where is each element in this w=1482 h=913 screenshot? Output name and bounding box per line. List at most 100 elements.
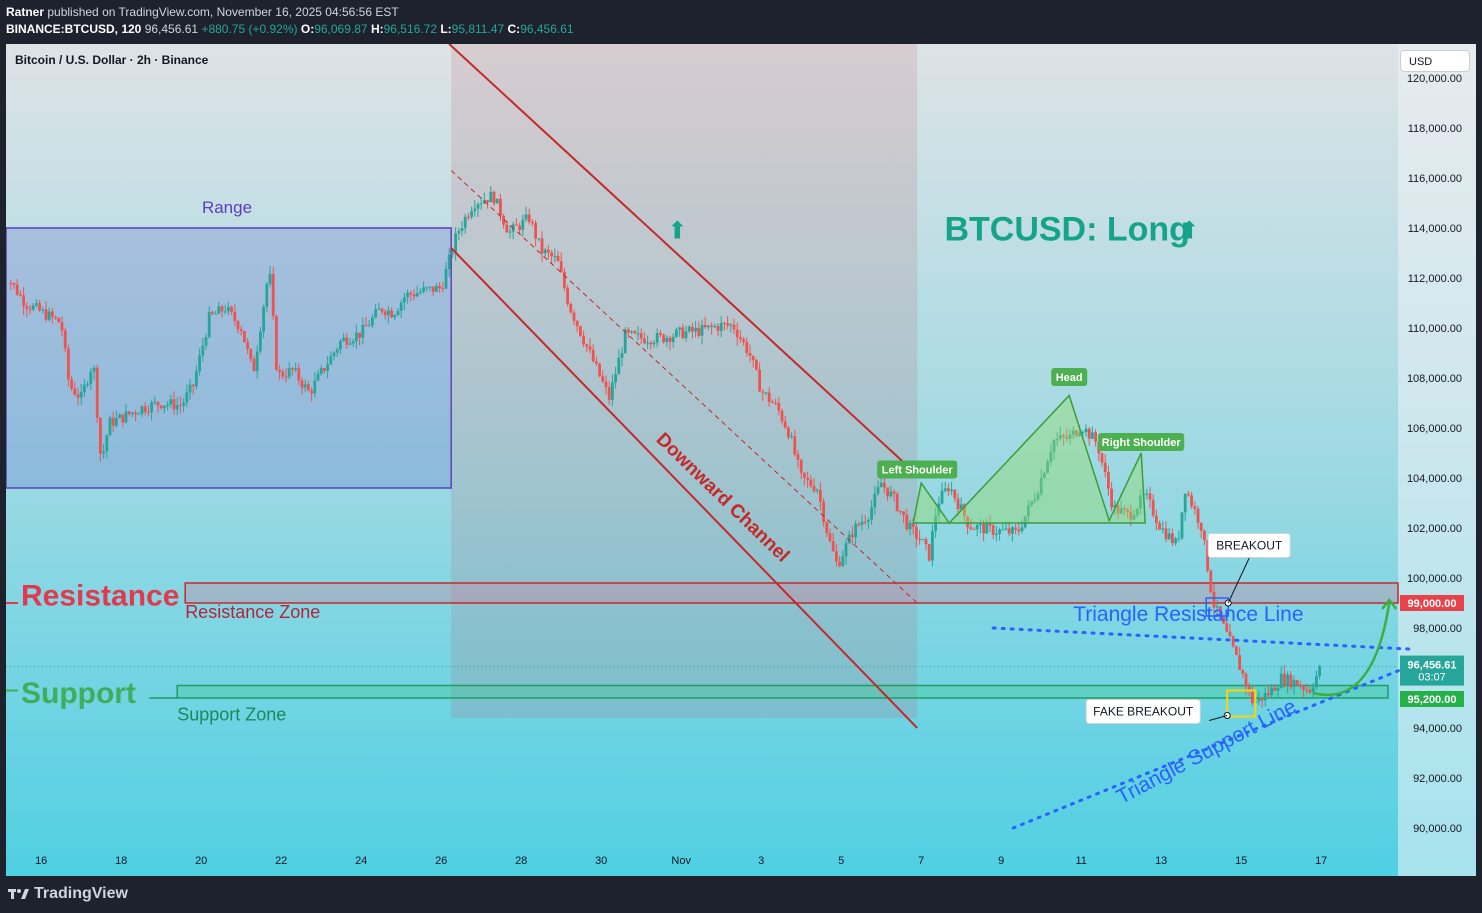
currency-button[interactable]: USD xyxy=(1400,50,1470,72)
candle-body xyxy=(51,311,54,317)
candle-body xyxy=(1139,495,1142,509)
candle-body xyxy=(351,341,355,344)
candle-body xyxy=(1049,451,1053,462)
candle-body xyxy=(742,339,745,342)
channel-lower-line xyxy=(450,247,918,729)
candle-body xyxy=(883,482,886,488)
candle-body xyxy=(1231,636,1235,647)
candle-body xyxy=(524,214,528,220)
candle-body xyxy=(796,454,800,460)
candle-body xyxy=(902,511,905,516)
candle-body xyxy=(1059,435,1062,439)
candle-body xyxy=(988,523,992,526)
fake-breakout-label-box xyxy=(1085,699,1201,724)
candle-body xyxy=(780,410,784,422)
candle-body xyxy=(739,337,742,340)
candle-body xyxy=(179,405,182,407)
candle-body xyxy=(207,311,211,338)
candle-body xyxy=(793,436,797,455)
x-tick-label: 22 xyxy=(275,855,287,867)
fake-breakout-label: FAKE BREAKOUT xyxy=(1093,705,1194,719)
candle-body xyxy=(447,254,451,269)
candle-body xyxy=(374,309,377,318)
candle-body xyxy=(899,510,902,512)
candle-body xyxy=(1187,493,1190,496)
y-tick-label: 108,000.00 xyxy=(1407,373,1462,385)
candle-body xyxy=(137,413,141,415)
candle-body xyxy=(604,381,608,388)
candle-body xyxy=(543,249,547,254)
x-tick-label: 30 xyxy=(595,855,607,867)
candle-body xyxy=(822,501,825,523)
fake-breakout-pointer xyxy=(1209,715,1228,721)
candle-body xyxy=(419,291,422,293)
candle-body xyxy=(931,531,934,561)
candle-body xyxy=(268,273,272,284)
x-tick-label: 24 xyxy=(355,855,367,867)
candle-body xyxy=(1039,477,1043,495)
candle-body xyxy=(255,351,259,372)
author-name[interactable]: Ratner xyxy=(6,5,45,19)
price-chart[interactable]: 120,000.00 118,000.00 116,000.00 114,000.00… xyxy=(6,44,1476,876)
candle-body xyxy=(947,488,950,492)
candle-body xyxy=(1004,528,1008,530)
right-shoulder-label-box xyxy=(1098,433,1185,451)
y-tick-label: 112,000.00 xyxy=(1408,273,1462,285)
candle-body xyxy=(799,459,803,473)
candle-body xyxy=(732,324,736,330)
x-tick-label: 11 xyxy=(1075,855,1086,867)
candle-body xyxy=(249,348,253,359)
publish-info: published on TradingView.com, November 1… xyxy=(47,5,399,19)
last-price: 96,456.61 xyxy=(144,22,199,36)
y-tick-label: 92,000.00 xyxy=(1413,773,1462,785)
candle-body xyxy=(451,252,454,255)
candle-body xyxy=(790,436,793,438)
candle-body xyxy=(591,349,595,362)
x-tick-label: 7 xyxy=(918,855,924,867)
candle-body xyxy=(582,335,585,345)
y-tick-label: 118,000.00 xyxy=(1408,123,1462,135)
candle-body xyxy=(342,337,345,341)
chart-background xyxy=(6,44,1476,876)
candle-body xyxy=(819,489,822,502)
candle-body xyxy=(1014,527,1017,530)
candle-body xyxy=(227,306,230,312)
candle-body xyxy=(719,322,723,331)
candle-body xyxy=(908,522,912,530)
candle-body xyxy=(1171,533,1174,544)
chart-area[interactable]: 120,000.00 118,000.00 116,000.00 114,000.00… xyxy=(6,44,1476,876)
candle-body xyxy=(579,326,582,336)
candle-body xyxy=(83,384,86,393)
x-tick-label: 18 xyxy=(115,855,127,867)
candle-body xyxy=(1289,674,1293,688)
candle-body xyxy=(915,527,918,539)
candle-body xyxy=(847,534,851,544)
candle-body xyxy=(243,331,246,343)
x-tick-label: 15 xyxy=(1235,855,1247,867)
candle-body xyxy=(300,380,304,388)
candle-body xyxy=(44,309,48,320)
triangle-support-line xyxy=(1011,661,1419,830)
candle-body xyxy=(1145,493,1149,495)
candle-body xyxy=(716,326,720,331)
close-label: C: xyxy=(507,22,521,36)
candle-body xyxy=(172,399,176,410)
candle-body xyxy=(748,352,752,356)
candle-body xyxy=(233,311,237,322)
candle-body xyxy=(755,360,758,370)
candle-body xyxy=(1235,646,1238,656)
candle-body xyxy=(1196,508,1200,523)
candle-body xyxy=(1257,697,1261,702)
candle-body xyxy=(99,417,102,454)
candle-body xyxy=(857,523,861,525)
candle-body xyxy=(1151,499,1155,516)
candle-body xyxy=(1241,669,1245,674)
breakout-label-box xyxy=(1207,533,1291,558)
candle-body xyxy=(1027,505,1030,517)
tradingview-logo[interactable]: TradingView xyxy=(8,885,128,903)
candle-body xyxy=(367,325,371,327)
x-tick-label: 28 xyxy=(515,855,527,867)
candle-body xyxy=(1065,437,1069,439)
candle-body xyxy=(649,342,653,345)
candle-body xyxy=(1244,673,1248,687)
